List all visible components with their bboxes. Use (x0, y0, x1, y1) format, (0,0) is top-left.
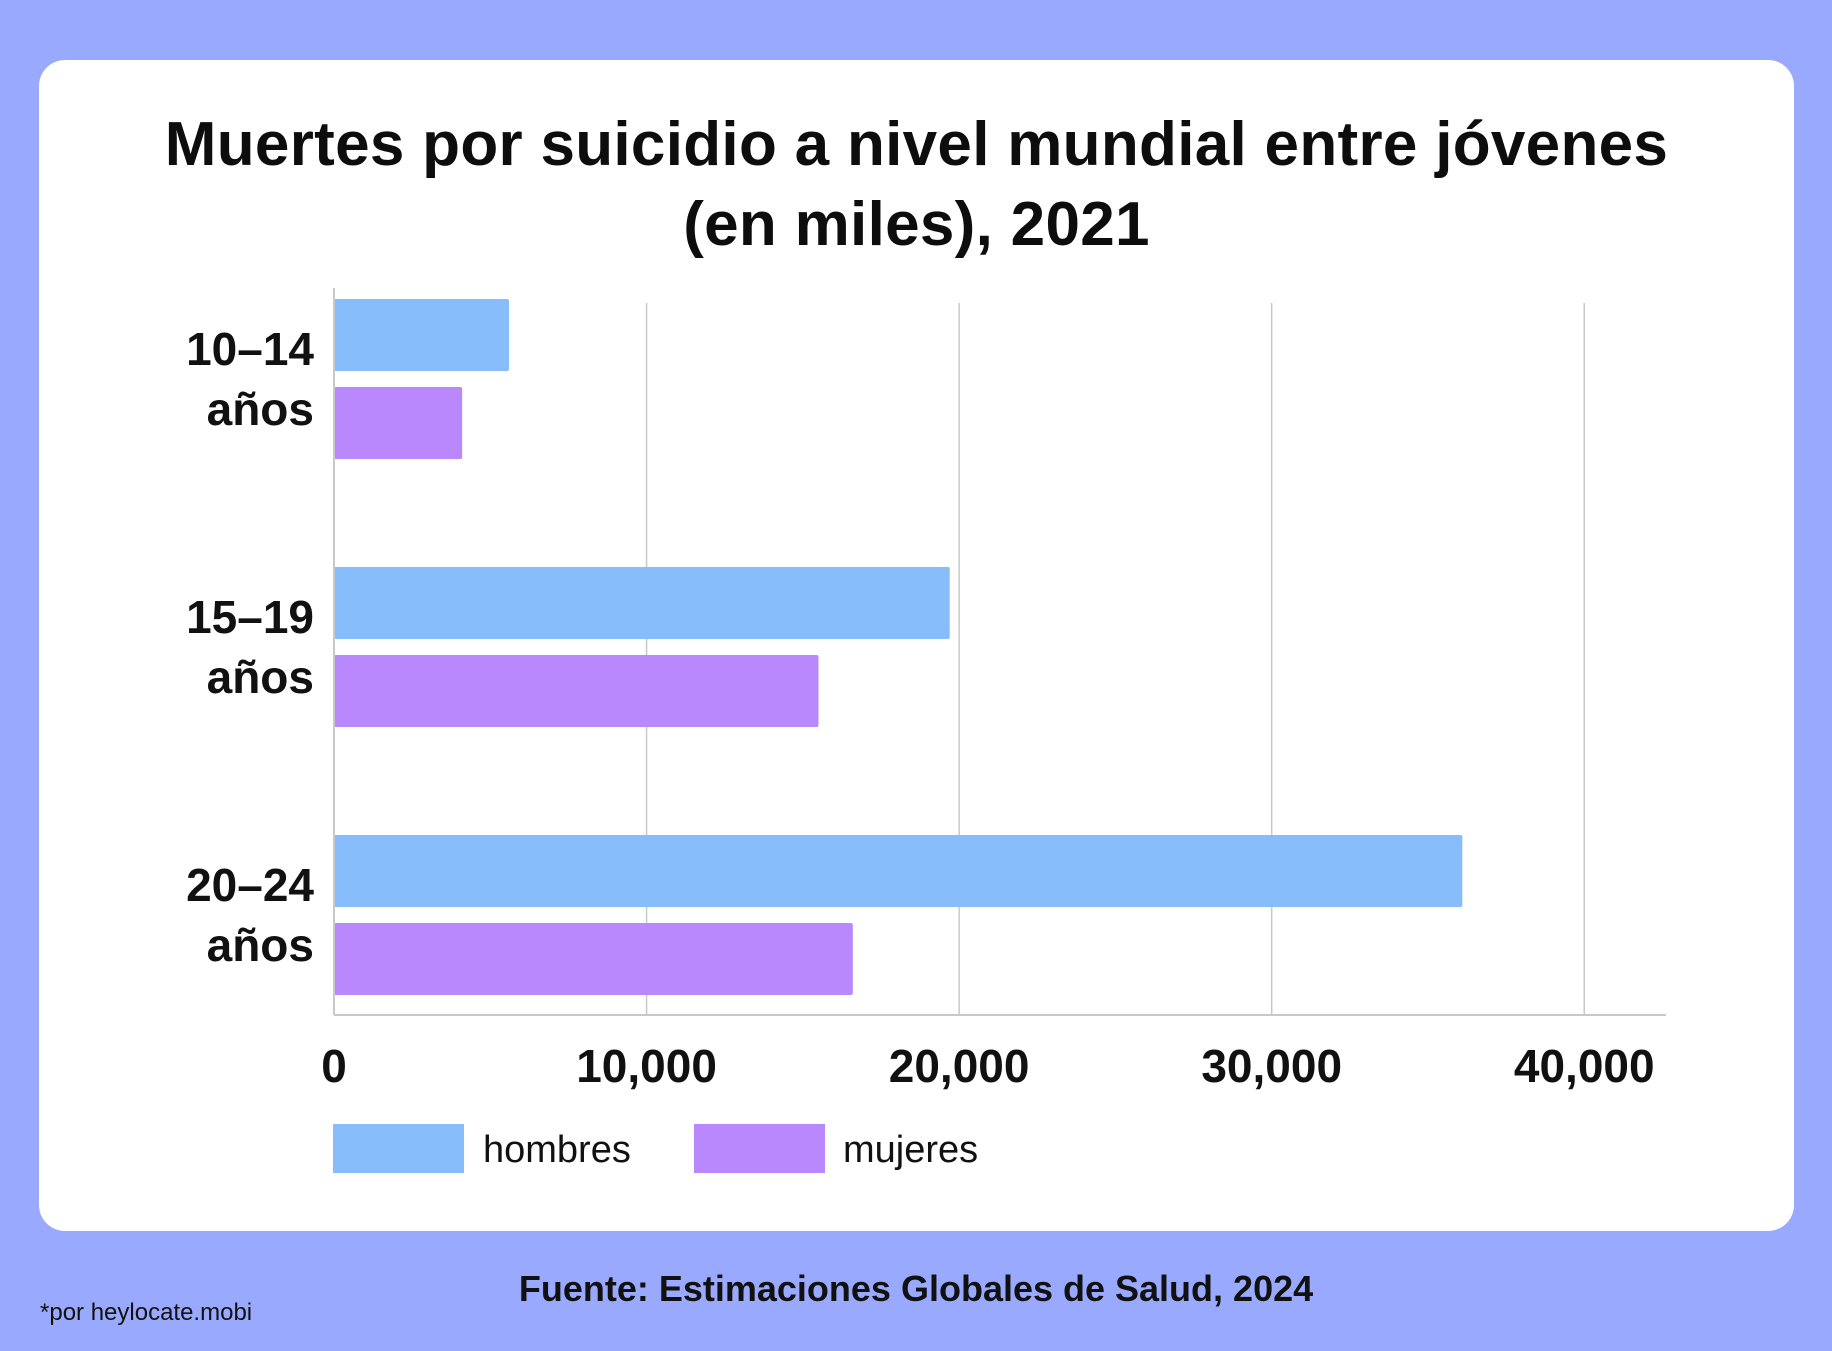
x-tick-label-10000: 10,000 (576, 1040, 717, 1092)
bar-hombres-20–24 (334, 835, 1463, 907)
category-label-0-line-0: 10–14 (186, 323, 314, 375)
chart-title: Muertes por suicidio a nivel mundial ent… (99, 105, 1734, 265)
legend-swatch-hombres (333, 1124, 464, 1173)
legend-label-mujeres: mujeres (843, 1129, 978, 1171)
x-tick-label-0: 0 (321, 1040, 347, 1092)
bar-mujeres-15–19 (334, 655, 819, 727)
category-label-2-line-1: años (207, 919, 314, 971)
legend-swatch-mujeres (694, 1124, 825, 1173)
legend-label-hombres: hombres (483, 1129, 631, 1171)
category-label-1-line-1: años (207, 651, 314, 703)
bar-hombres-10–14 (334, 299, 510, 371)
chart-title-line-1: Muertes por suicidio a nivel mundial ent… (164, 110, 1669, 179)
chart-title-line-2: (en miles), 2021 (683, 190, 1150, 259)
source-note: Fuente: Estimaciones Globales de Salud, … (518, 1268, 1314, 1309)
bar-mujeres-20–24 (334, 923, 853, 995)
bar-mujeres-10–14 (334, 387, 463, 459)
category-label-2-line-0: 20–24 (186, 859, 314, 911)
chart-card: Muertes por suicidio a nivel mundial ent… (39, 60, 1794, 1231)
x-tick-label-40000: 40,000 (1514, 1040, 1655, 1092)
x-tick-label-30000: 30,000 (1201, 1040, 1342, 1092)
category-label-0-line-1: años (207, 383, 314, 435)
credit-note: *por heylocate.mobi (40, 1299, 253, 1326)
category-label-1-line-0: 15–19 (186, 591, 314, 643)
x-tick-label-20000: 20,000 (889, 1040, 1030, 1092)
bar-hombres-15–19 (334, 567, 950, 639)
